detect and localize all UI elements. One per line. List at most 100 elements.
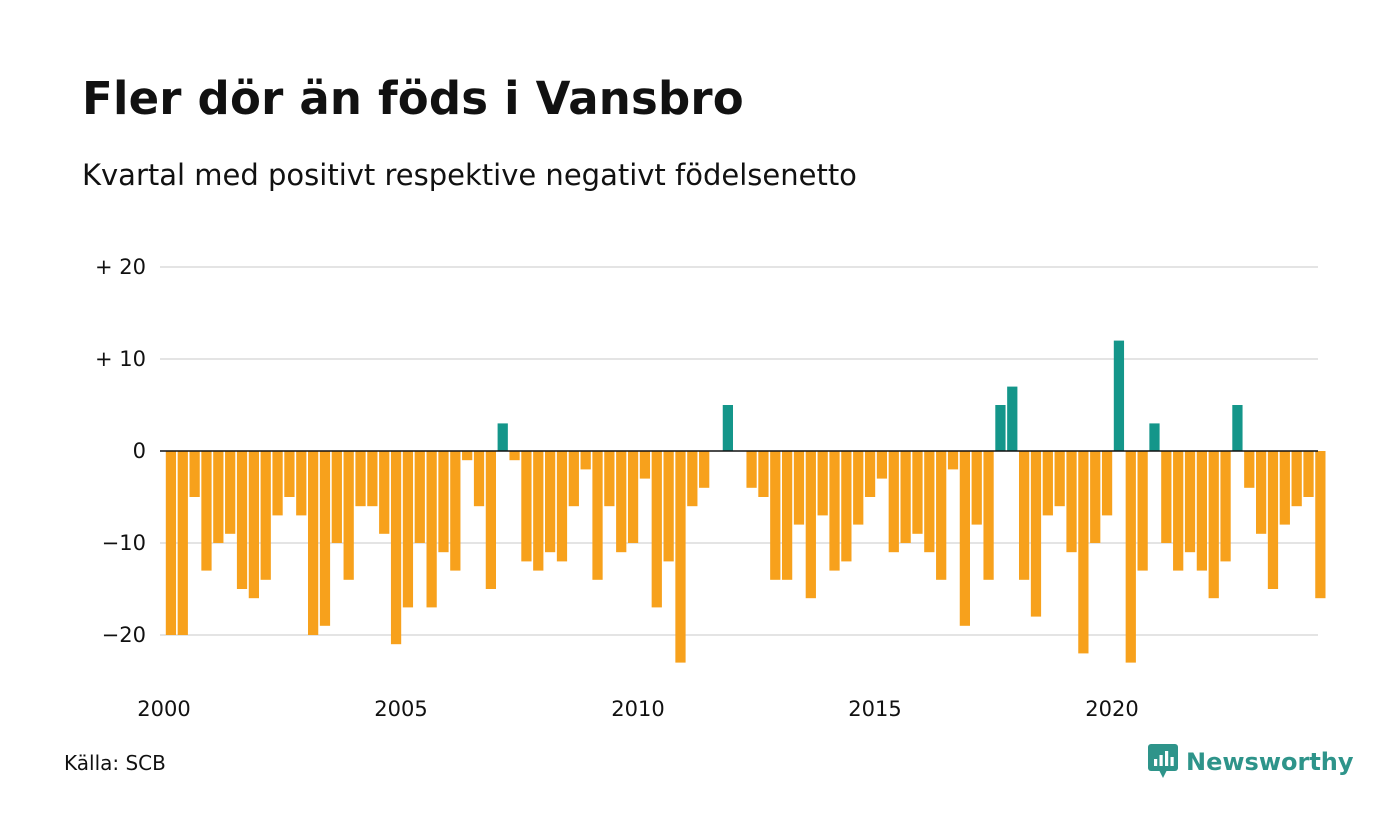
x-tick-label: 2005: [374, 697, 427, 721]
bar-negative: [331, 451, 342, 543]
bar-negative: [1066, 451, 1077, 553]
bar-negative: [1220, 451, 1231, 562]
y-tick-label: −20: [102, 623, 146, 647]
bar-negative: [1161, 451, 1172, 543]
bar-negative: [936, 451, 947, 580]
bar-negative: [236, 451, 248, 589]
bar-negative: [201, 451, 212, 571]
y-tick-label: + 20: [95, 255, 146, 279]
bar-negative: [924, 451, 935, 553]
bar-negative: [390, 451, 402, 645]
bar-negative: [1244, 451, 1255, 488]
brand-name: Newsworthy: [1186, 748, 1354, 776]
bar-negative: [947, 451, 959, 470]
bar-positive: [1232, 405, 1243, 451]
bar-negative: [379, 451, 390, 534]
x-tick-label: 2000: [137, 697, 190, 721]
bar-negative: [1125, 451, 1136, 663]
bar-negative: [1256, 451, 1267, 534]
bar-negative: [746, 451, 757, 488]
bar-negative: [687, 451, 698, 507]
bar-negative: [1101, 451, 1113, 516]
bar-negative: [793, 451, 805, 525]
bar-negative: [1078, 451, 1089, 654]
x-tick-label: 2020: [1085, 697, 1138, 721]
bar-negative: [663, 451, 674, 562]
brand-logo: Newsworthy: [1148, 744, 1354, 780]
bar-negative: [1267, 451, 1279, 589]
bar-negative: [1030, 451, 1042, 617]
bar-negative: [841, 451, 852, 562]
bar-negative: [1279, 451, 1290, 525]
source-label: Källa: SCB: [64, 751, 166, 775]
bar-negative: [876, 451, 888, 479]
bar-negative: [260, 451, 271, 580]
bar-negative: [545, 451, 556, 553]
bar-negative: [1054, 451, 1065, 507]
bar-negative: [758, 451, 769, 497]
bar-negative: [367, 451, 378, 507]
bar-negative: [355, 451, 366, 507]
bar-negative: [829, 451, 840, 571]
newsworthy-chart-bubble-icon: [1148, 744, 1178, 778]
bar-negative: [983, 451, 994, 580]
y-tick-label: −10: [102, 531, 146, 555]
bar-negative: [1303, 451, 1314, 497]
bar-negative: [473, 451, 485, 507]
bar-positive: [1007, 386, 1018, 451]
bar-negative: [651, 451, 662, 608]
bar-negative: [1042, 451, 1053, 516]
y-tick-label: + 10: [95, 347, 146, 371]
bar-positive: [995, 405, 1006, 451]
bar-negative: [853, 451, 864, 525]
bar-negative: [521, 451, 532, 562]
bar-negative: [533, 451, 544, 571]
bar-negative: [450, 451, 461, 571]
bar-positive: [1113, 340, 1125, 451]
bar-negative: [319, 451, 331, 626]
x-tick-label: 2010: [611, 697, 664, 721]
bar-negative: [580, 451, 591, 470]
bar-negative: [177, 451, 188, 635]
bar-negative: [900, 451, 911, 543]
bar-negative: [213, 451, 224, 543]
bar-negative: [864, 451, 876, 497]
bar-negative: [568, 451, 579, 507]
bar-negative: [509, 451, 520, 461]
bar-negative: [556, 451, 568, 562]
bar-negative: [699, 451, 710, 488]
bar-positive: [497, 423, 508, 451]
bar-positive: [722, 405, 733, 451]
chart-subtitle: Kvartal med positivt respektive negativt…: [82, 158, 857, 192]
bar-negative: [296, 451, 307, 516]
bar-negative: [627, 451, 639, 543]
bar-negative: [438, 451, 449, 553]
bar-negative: [284, 451, 295, 497]
bar-negative: [225, 451, 236, 534]
bar-negative: [402, 451, 414, 608]
bar-negative: [675, 451, 686, 663]
y-tick-label: 0: [133, 439, 146, 463]
bar-negative: [426, 451, 437, 608]
bar-negative: [1137, 451, 1148, 571]
bar-negative: [1090, 451, 1101, 543]
bar-negative: [1291, 451, 1302, 507]
bar-negative: [604, 451, 615, 507]
bar-negative: [1196, 451, 1207, 571]
bar-negative: [912, 451, 923, 534]
bar-negative: [343, 451, 354, 580]
bar-negative: [308, 451, 319, 635]
bar-negative: [1173, 451, 1184, 571]
bar-negative: [616, 451, 627, 553]
bar-negative: [189, 451, 200, 497]
bar-negative: [971, 451, 982, 525]
bar-negative: [1019, 451, 1030, 580]
bar-negative: [817, 451, 828, 516]
bar-negative: [462, 451, 473, 461]
bar-positive: [1149, 423, 1160, 451]
bar-negative: [805, 451, 816, 599]
bar-negative: [959, 451, 970, 626]
chart-title: Fler dör än föds i Vansbro: [82, 72, 744, 125]
bar-negative: [1184, 451, 1196, 553]
